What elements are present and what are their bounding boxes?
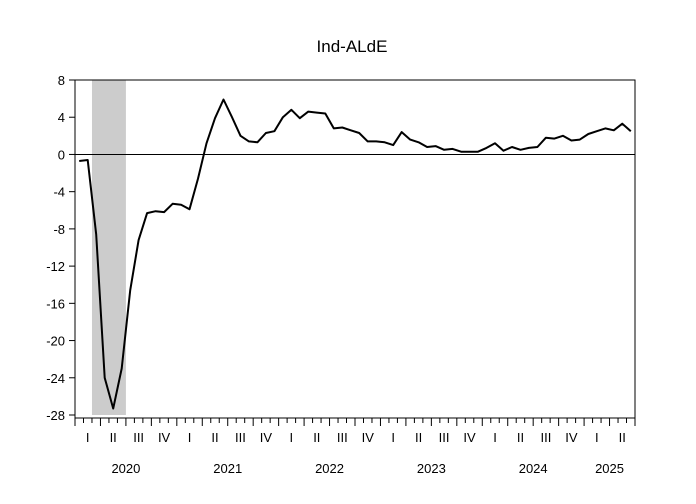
quarter-label: I <box>391 430 395 445</box>
y-tick-label: 8 <box>58 73 65 88</box>
quarter-label: III <box>540 430 551 445</box>
year-label: 2025 <box>595 461 624 476</box>
quarter-label: II <box>517 430 524 445</box>
quarter-label: IV <box>260 430 273 445</box>
y-tick-label: 0 <box>58 147 65 162</box>
quarter-label: II <box>211 430 218 445</box>
y-tick-label: -24 <box>46 371 65 386</box>
y-tick-label: -12 <box>46 259 65 274</box>
year-label: 2022 <box>315 461 344 476</box>
quarter-label: IV <box>565 430 578 445</box>
quarter-label: II <box>619 430 626 445</box>
quarter-label: III <box>439 430 450 445</box>
quarter-label: III <box>133 430 144 445</box>
quarter-label: IV <box>463 430 476 445</box>
quarter-label: II <box>110 430 117 445</box>
quarter-label: I <box>86 430 90 445</box>
y-tick-label: -28 <box>46 408 65 423</box>
y-tick-label: 4 <box>58 110 65 125</box>
quarter-label: II <box>313 430 320 445</box>
y-tick-label: -4 <box>53 185 65 200</box>
quarter-label: I <box>493 430 497 445</box>
quarter-label: IV <box>362 430 375 445</box>
y-tick-label: -8 <box>53 222 65 237</box>
y-tick-label: -16 <box>46 296 65 311</box>
series-line <box>79 98 632 410</box>
y-tick-label: -20 <box>46 334 65 349</box>
quarter-label: II <box>415 430 422 445</box>
chart-title: Ind-ALdE <box>317 37 388 56</box>
quarter-label: IV <box>158 430 171 445</box>
quarter-label: I <box>595 430 599 445</box>
quarter-label: III <box>235 430 246 445</box>
quarter-label: III <box>337 430 348 445</box>
year-label: 2020 <box>111 461 140 476</box>
year-label: 2024 <box>519 461 548 476</box>
quarter-label: I <box>290 430 294 445</box>
year-label: 2023 <box>417 461 446 476</box>
quarter-label: I <box>188 430 192 445</box>
year-label: 2021 <box>213 461 242 476</box>
plot-area: 840-4-8-12-16-20-24-28I II III IV I II III IV I I… <box>46 73 636 476</box>
